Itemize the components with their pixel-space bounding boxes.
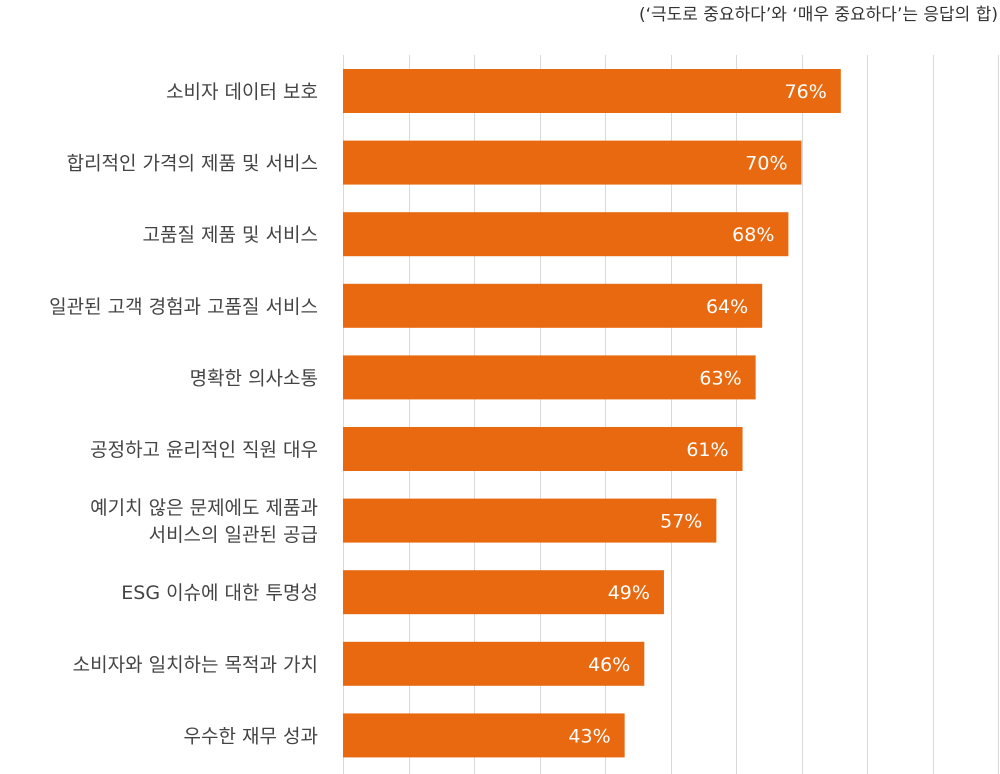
value-label: 46% xyxy=(588,654,630,676)
bar xyxy=(343,498,717,543)
bar xyxy=(343,212,789,257)
bar xyxy=(343,427,743,471)
value-label: 43% xyxy=(568,725,610,747)
bar xyxy=(343,69,841,113)
category-label: 공정하고 윤리적인 직원 대우 xyxy=(90,439,318,461)
bar xyxy=(343,713,625,758)
value-label: 76% xyxy=(785,81,827,103)
value-label: 57% xyxy=(660,511,702,533)
bar xyxy=(343,283,763,328)
value-label: 61% xyxy=(686,439,728,461)
bar xyxy=(343,355,756,400)
bar xyxy=(343,140,802,185)
category-label: 합리적인 가격의 제품 및 서비스 xyxy=(67,153,318,175)
category-label: 소비자와 일치하는 목적과 가치 xyxy=(73,654,318,676)
bars-layer xyxy=(343,69,841,758)
category-label: 우수한 재무 성과 xyxy=(184,725,318,747)
value-label: 70% xyxy=(745,153,787,175)
category-label: 소비자 데이터 보호 xyxy=(166,81,318,103)
category-label: 명확한 의사소통 xyxy=(190,367,318,389)
chart-annotation: (‘극도로 중요하다’와 ‘매우 중요하다’는 응답의 합) xyxy=(638,5,998,25)
value-label: 68% xyxy=(732,224,774,246)
bar xyxy=(343,570,664,615)
value-labels: 76% 70% 68% 64% 63% 61% 57% 49% 46% 43% xyxy=(568,81,826,747)
bar xyxy=(343,641,645,686)
value-label: 64% xyxy=(706,296,748,318)
category-label: 일관된 고객 경험과 고품질 서비스 xyxy=(49,296,318,318)
category-label: 고품질 제품 및 서비스 xyxy=(143,224,318,246)
value-label: 63% xyxy=(699,367,741,389)
value-label: 49% xyxy=(608,582,650,604)
category-label: ESG 이슈에 대한 투명성 xyxy=(121,582,318,604)
category-label: 예기치 않은 문제에도 제품과 서비스의 일관된 공급 xyxy=(90,497,318,546)
